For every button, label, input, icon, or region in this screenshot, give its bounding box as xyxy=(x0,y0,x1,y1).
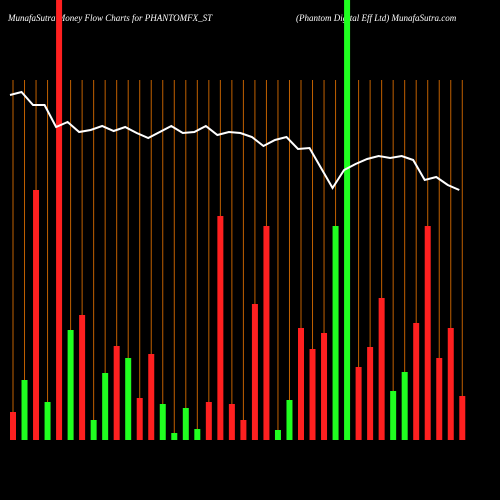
bar xyxy=(309,349,316,440)
chart-title: MunafaSutra Money Flow Charts for PHANTO… xyxy=(7,13,213,23)
bar xyxy=(228,404,235,440)
bar xyxy=(344,0,351,440)
bar xyxy=(459,396,466,440)
bar xyxy=(67,330,74,440)
bar xyxy=(125,358,132,440)
bar xyxy=(182,408,189,440)
bar xyxy=(298,328,304,440)
bar xyxy=(321,333,328,440)
bar xyxy=(332,226,339,440)
bar xyxy=(251,304,258,440)
bar xyxy=(194,429,201,440)
bar xyxy=(44,402,51,440)
bar xyxy=(113,346,120,440)
bar xyxy=(205,402,212,440)
bar xyxy=(263,226,270,440)
bar xyxy=(274,430,281,440)
bar xyxy=(378,298,385,440)
bar xyxy=(240,420,247,440)
bar xyxy=(171,433,178,440)
bar xyxy=(21,380,28,440)
bar xyxy=(413,323,420,440)
bar xyxy=(355,367,362,440)
bar xyxy=(79,315,86,440)
bar xyxy=(136,398,143,440)
bar xyxy=(159,404,166,440)
bar xyxy=(56,0,63,440)
bar xyxy=(90,420,97,440)
bar xyxy=(102,373,109,440)
bar xyxy=(367,347,374,440)
bar xyxy=(10,412,16,440)
chart-subtitle: (Phantom Digital Eff Ltd) MunafaSutra.co… xyxy=(296,13,457,23)
bar xyxy=(390,391,397,440)
price-line xyxy=(9,90,460,191)
bar xyxy=(424,226,431,440)
bar xyxy=(217,216,224,440)
bar xyxy=(33,190,40,440)
bar xyxy=(436,358,443,440)
bar xyxy=(286,400,293,440)
bar xyxy=(148,354,155,440)
bar xyxy=(401,372,408,440)
bar xyxy=(447,328,454,440)
